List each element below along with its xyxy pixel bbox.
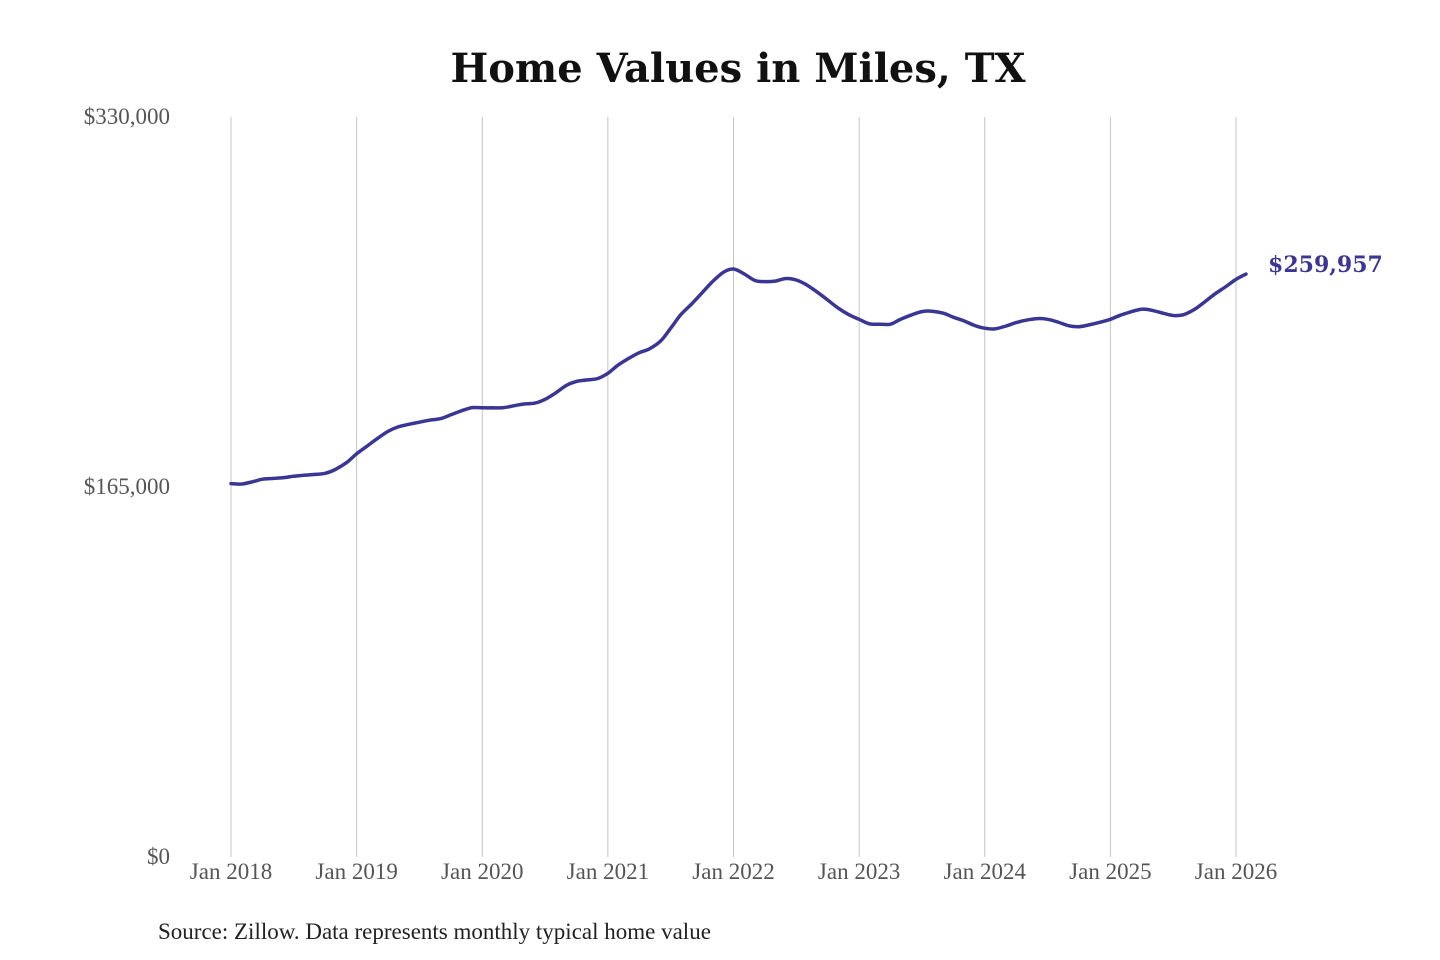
home-value-line	[229, 267, 1248, 486]
x-tick-label: Jan 2018	[190, 859, 272, 884]
y-tick-label: $0	[147, 844, 170, 869]
x-tick-label: Jan 2023	[818, 859, 900, 884]
x-tick-label: Jan 2020	[441, 859, 523, 884]
chart-title: Home Values in Miles, TX	[450, 45, 1025, 92]
x-tick-label: Jan 2024	[944, 859, 1027, 884]
x-tick-label: Jan 2021	[567, 859, 649, 884]
y-tick-label: $165,000	[84, 474, 170, 499]
y-axis-tick-labels: $0 $165,000 $330,000	[84, 104, 170, 869]
x-tick-label: Jan 2019	[315, 859, 397, 884]
x-tick-label: Jan 2026	[1195, 859, 1277, 884]
x-tick-label: Jan 2025	[1069, 859, 1151, 884]
x-axis-tick-labels: Jan 2018 Jan 2019 Jan 2020 Jan 2021 Jan 2022…	[190, 859, 1277, 884]
vertical-gridlines	[230, 117, 1237, 857]
y-tick-label: $330,000	[84, 104, 170, 129]
source-note: Source: Zillow. Data represents monthly …	[158, 919, 711, 944]
x-tick-label: Jan 2022	[692, 859, 774, 884]
latest-value-label: $259,957	[1268, 252, 1383, 278]
